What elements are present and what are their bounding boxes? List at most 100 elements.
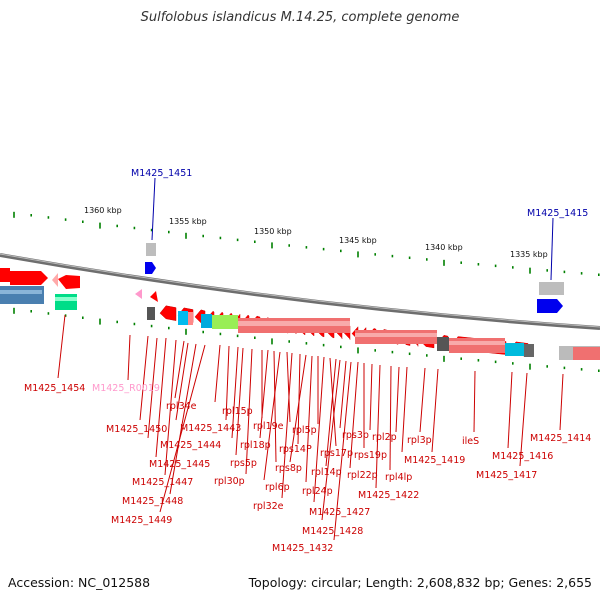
gene-feature bbox=[10, 271, 48, 285]
scale-label: 1360 kbp bbox=[84, 206, 122, 215]
gene-label[interactable]: M1425_1417 bbox=[476, 470, 537, 481]
gene-label[interactable]: M1425_1428 bbox=[302, 526, 363, 537]
gene-label[interactable]: M1425_1443 bbox=[180, 423, 241, 434]
gene-feature bbox=[150, 291, 158, 302]
map-title: Sulfolobus islandicus M.14.25, complete … bbox=[140, 10, 460, 25]
leader-line bbox=[259, 349, 269, 439]
leader-line bbox=[147, 337, 158, 439]
domain-bar bbox=[55, 294, 77, 310]
gene-label[interactable]: rpl19e bbox=[253, 421, 284, 432]
domain-bar bbox=[212, 315, 238, 329]
leader-line bbox=[169, 343, 197, 495]
gene-label[interactable]: rpl22p bbox=[347, 470, 378, 481]
outer-tick-row bbox=[13, 211, 600, 277]
leader-line bbox=[235, 347, 244, 456]
gene-feature bbox=[58, 275, 80, 289]
scale-label: 1345 kbp bbox=[339, 236, 377, 245]
scale-label: 1335 kbp bbox=[510, 250, 548, 259]
gene-label[interactable]: M1425_1445 bbox=[149, 459, 210, 470]
gene-feature bbox=[0, 268, 10, 282]
gene-label[interactable]: rps5p bbox=[230, 458, 257, 469]
gene-labels: M1425_1454 M1425_R0019 M1425_1450 rpl34e… bbox=[24, 383, 591, 554]
gene-label[interactable]: M1425_1454 bbox=[24, 383, 85, 394]
leader-line bbox=[313, 356, 325, 503]
leader-line bbox=[289, 354, 307, 463]
gene-label[interactable]: rps14P bbox=[279, 444, 312, 455]
gene-label[interactable]: rpl2p bbox=[372, 432, 397, 443]
annotation-bars bbox=[0, 286, 600, 360]
gene-label[interactable]: rpl3p bbox=[407, 435, 432, 446]
gene-label-selected[interactable]: M1425_1451 bbox=[131, 168, 192, 179]
leader-line bbox=[263, 351, 281, 481]
domain-bar bbox=[0, 286, 44, 304]
domain-bar bbox=[437, 337, 449, 351]
rna-feature bbox=[135, 289, 142, 299]
leader-line bbox=[401, 366, 408, 453]
domain-bar bbox=[147, 307, 155, 320]
gene-feature bbox=[159, 305, 177, 321]
scale-label: 1350 kbp bbox=[254, 227, 292, 236]
leader-line bbox=[174, 340, 185, 399]
gene-label[interactable]: M1425_1449 bbox=[111, 515, 172, 526]
gene-label[interactable]: rpl24p bbox=[302, 486, 333, 497]
gene-label[interactable]: rpl14p bbox=[311, 467, 342, 478]
gene-feature bbox=[52, 273, 58, 287]
genome-summary-text: Topology: circular; Length: 2,608,832 bp… bbox=[248, 575, 592, 590]
leader-line bbox=[164, 339, 177, 476]
gene-label[interactable]: M1425_1444 bbox=[160, 440, 221, 451]
leader-line bbox=[273, 350, 277, 463]
gene-label[interactable]: M1425_1432 bbox=[272, 543, 333, 554]
gene-label[interactable]: rpl32e bbox=[253, 501, 284, 512]
gene-label[interactable]: rpl34e bbox=[166, 401, 197, 412]
domain-bar-shine bbox=[238, 321, 350, 326]
gene-label[interactable]: rpl15p bbox=[222, 406, 253, 417]
leader-line bbox=[155, 337, 167, 458]
gene-label[interactable]: rpl18p bbox=[240, 440, 271, 451]
gene-label[interactable]: rpl6p bbox=[265, 482, 290, 493]
inner-tick-row bbox=[13, 307, 600, 373]
gene-label[interactable]: M1425_1414 bbox=[530, 433, 591, 444]
domain-bar bbox=[201, 314, 212, 328]
accession-text: Accession: NC_012588 bbox=[8, 575, 151, 590]
backbone-arc bbox=[0, 253, 600, 330]
gene-label-selected[interactable]: M1425_1415 bbox=[527, 208, 588, 219]
gene-feature bbox=[146, 243, 156, 256]
leader-line bbox=[473, 370, 476, 433]
gene-label[interactable]: rps3p bbox=[342, 430, 369, 441]
gene-label[interactable]: rps8p bbox=[275, 463, 302, 474]
gene-label[interactable]: rpl5p bbox=[292, 425, 317, 436]
gene-label[interactable]: M1425_1447 bbox=[132, 477, 193, 488]
leader-line bbox=[127, 334, 131, 381]
leader-line bbox=[214, 344, 221, 403]
gene-label[interactable]: M1425_1427 bbox=[309, 507, 370, 518]
gene-feature-selected bbox=[145, 262, 156, 274]
leader-line bbox=[431, 368, 439, 453]
leader-line bbox=[175, 342, 189, 421]
leader-line bbox=[325, 358, 337, 467]
gene-label[interactable]: ileS bbox=[462, 436, 479, 447]
gene-feature-selected bbox=[537, 299, 563, 313]
gene-label[interactable]: rps17p bbox=[320, 448, 353, 459]
gene-label[interactable]: rpl30p bbox=[214, 476, 245, 487]
leader-line bbox=[339, 360, 347, 429]
gene-label[interactable]: M1425_1419 bbox=[404, 455, 465, 466]
gene-label[interactable]: M1425_1422 bbox=[358, 490, 419, 501]
gene-label[interactable]: M1425_1450 bbox=[106, 424, 167, 435]
gene-label[interactable]: rps19p bbox=[354, 450, 387, 461]
scale-labels: 1360 kbp 1355 kbp 1350 kbp 1345 kbp 1340… bbox=[84, 206, 548, 259]
selected-gene-labels: M1425_1451 M1425_1415 bbox=[131, 168, 588, 219]
leader-line bbox=[333, 361, 352, 541]
gene-label[interactable]: M1425_1448 bbox=[122, 496, 183, 507]
gene-label[interactable]: M1425_R0019 bbox=[92, 383, 160, 394]
leader-line bbox=[231, 346, 239, 439]
leader-line bbox=[225, 345, 230, 421]
leader-line bbox=[305, 355, 313, 483]
gene-label[interactable]: M1425_1416 bbox=[492, 451, 553, 462]
domain-bar bbox=[573, 347, 600, 360]
gene-label[interactable]: rpl4lp bbox=[385, 472, 412, 483]
domain-bar-shine bbox=[449, 341, 505, 345]
leader-line bbox=[349, 361, 359, 469]
domain-bar bbox=[505, 343, 524, 356]
